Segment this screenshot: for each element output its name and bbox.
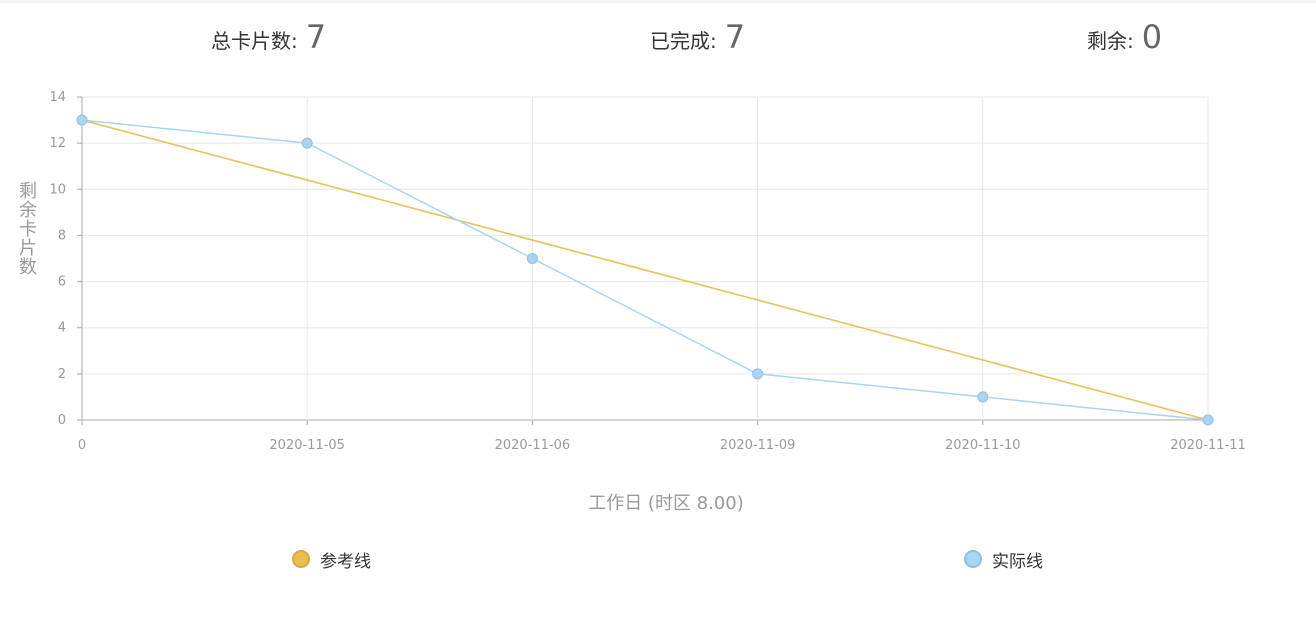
- legend-actual-label: 实际线: [992, 551, 1043, 572]
- reference-line: [81, 119, 1209, 421]
- y-axis-title: 剩余卡片数: [19, 181, 37, 278]
- total-cards-stat: 总卡片数: 7: [211, 18, 326, 62]
- y-tick-label: 12: [49, 136, 66, 151]
- actual-line: [81, 119, 1209, 421]
- completed-value: 7: [724, 18, 746, 56]
- y-tick-label: 2: [58, 367, 66, 382]
- actual-data-point: [301, 137, 313, 149]
- top-divider: [0, 0, 1316, 3]
- actual-data-point: [526, 253, 538, 264]
- legend-item-actual[interactable]: 实际线: [964, 547, 1043, 572]
- actual-data-point: [1202, 414, 1214, 426]
- legend-reference-label: 参考线: [320, 551, 371, 572]
- y-tick-label: 4: [58, 321, 66, 336]
- actual-data-point: [752, 368, 764, 380]
- x-tick-label: 2020-11-10: [945, 438, 1021, 453]
- y-tick-label: 0: [58, 413, 66, 428]
- legend-actual-marker: [964, 550, 982, 568]
- remaining-label: 剩余:: [1087, 29, 1134, 53]
- y-tick-label: 14: [49, 90, 66, 105]
- remaining-value: 0: [1141, 18, 1163, 56]
- y-tick-label: 6: [58, 275, 66, 290]
- actual-data-point: [76, 114, 88, 126]
- x-tick-label: 2020-11-09: [720, 438, 796, 453]
- y-tick-label: 10: [49, 182, 66, 197]
- x-tick-label: 2020-11-06: [495, 438, 571, 453]
- x-axis-title: 工作日 (时区 8.00): [588, 493, 744, 514]
- legend-item-reference[interactable]: 参考线: [292, 547, 371, 572]
- actual-data-point: [977, 391, 989, 403]
- y-tick-label: 8: [58, 228, 66, 243]
- total-cards-value: 7: [305, 18, 327, 56]
- x-tick-label: 0: [78, 438, 86, 453]
- total-cards-label: 总卡片数:: [211, 29, 298, 53]
- completed-stat: 已完成: 7: [650, 18, 745, 62]
- remaining-stat: 剩余: 0: [1087, 18, 1162, 62]
- x-tick-label: 2020-11-11: [1170, 438, 1246, 453]
- completed-label: 已完成:: [650, 29, 717, 53]
- legend-reference-marker: [292, 550, 310, 568]
- x-tick-label: 2020-11-05: [269, 438, 345, 453]
